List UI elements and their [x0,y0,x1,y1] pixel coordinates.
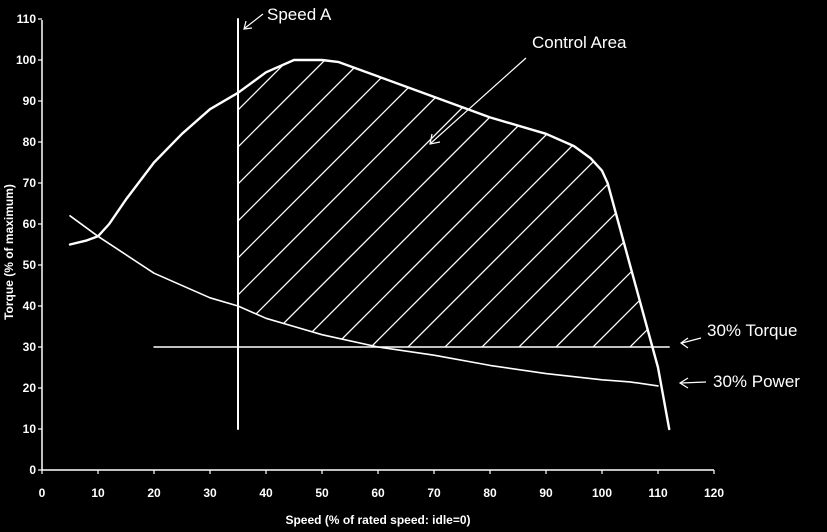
power-30-arrow [680,381,707,384]
series-power-line [69,215,659,387]
y-axis-title: Torque (% of maximum) [2,184,16,320]
hatch-line [247,60,653,347]
x-tick-label: 20 [147,486,161,500]
x-tick-label: 50 [315,486,329,500]
hatch-line [0,20,217,470]
hatch-line [238,60,366,347]
hatch-line [321,60,653,347]
hatch-line [238,60,403,347]
y-tick-label: 60 [23,217,37,231]
annotation-control-area: Control Area [429,33,627,145]
y-tick-label: 50 [23,258,37,272]
x-tick-label: 120 [704,486,724,500]
series-max-torque [68,58,671,431]
x-tick-label: 100 [592,486,612,500]
annotation-30-torque: 30% Torque [679,321,797,349]
hatch-line [238,60,292,347]
hatch-line [506,60,653,347]
hatch-line [238,60,653,347]
x-tick-label: 90 [539,486,553,500]
hatch-line [238,60,477,347]
torque-30-arrowhead [679,337,689,349]
hatch-line [469,60,653,347]
y-tick-label: 10 [23,422,37,436]
hatch-line [238,60,255,347]
power-30-arrowhead [678,377,689,389]
hatch-line [395,60,653,347]
x-ticks: 0 10 20 30 40 50 60 70 80 90 100 110 120 [39,470,724,500]
y-tick-label: 80 [23,135,37,149]
hatch-line [284,60,653,347]
x-tick-label: 110 [648,486,668,500]
x-tick-label: 30 [203,486,217,500]
x-tick-label: 70 [427,486,441,500]
x-tick-label: 0 [39,486,46,500]
power-30-label: 30% Power [713,372,800,391]
y-tick-label: 70 [23,176,37,190]
hatch-line [238,60,551,347]
torque-30-arrow [681,337,702,344]
hatch-line [432,60,653,347]
hatch-line [543,60,653,347]
hatch-line [617,60,653,347]
y-tick-label: 40 [23,299,37,313]
control-area-arrow [430,57,527,144]
y-tick-label: 110 [17,12,37,26]
y-tick-label: 30 [23,340,37,354]
hatch-line [580,60,653,347]
y-tick-label: 20 [23,381,37,395]
hatch-line [238,60,514,347]
x-tick-label: 60 [371,486,385,500]
x-tick-label: 80 [483,486,497,500]
axes [41,20,714,471]
annotation-speed-a: Speed A [243,5,332,30]
torque-30-label: 30% Torque [707,321,797,340]
annotation-30-power: 30% Power [678,372,800,391]
x-tick-label: 10 [91,486,105,500]
hatch-line [238,60,588,347]
x-axis-title: Speed (% of rated speed: idle=0) [285,513,470,527]
control-area-hatching [0,20,653,470]
y-tick-label: 0 [29,463,36,477]
hatch-line [238,60,329,347]
speed-a-label: Speed A [267,5,332,24]
y-tick-label: 90 [23,94,37,108]
hatch-line [0,20,180,470]
hatch-line [358,60,653,347]
y-ticks: 0 10 20 30 40 50 60 70 80 90 100 110 [16,12,42,477]
x-tick-label: 40 [259,486,273,500]
hatch-line [238,60,625,347]
series [68,18,671,431]
control-area-label: Control Area [532,33,627,52]
speed-a-arrowhead [243,20,253,30]
speed-a-arrow [244,13,264,29]
y-tick-label: 100 [16,53,36,67]
hatch-line [238,60,440,347]
control-area-arrowhead [429,133,441,145]
